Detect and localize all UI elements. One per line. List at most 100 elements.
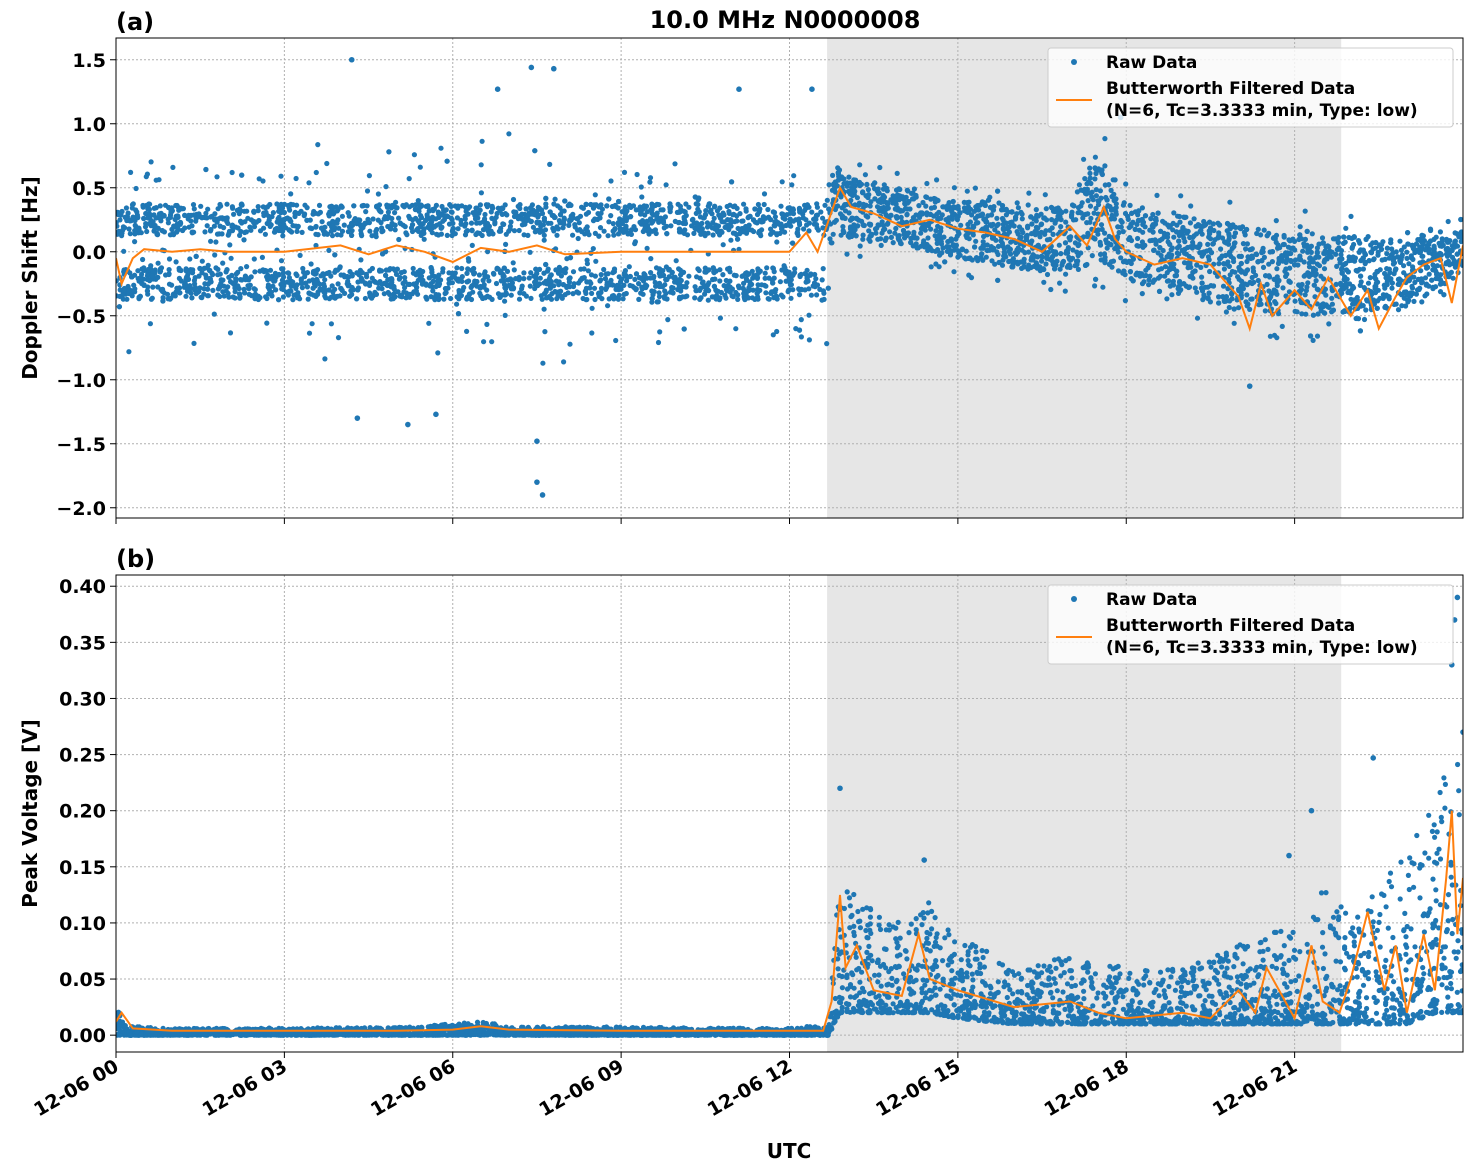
raw-point <box>1170 281 1176 288</box>
raw-point <box>204 215 210 221</box>
raw-point <box>1294 309 1300 315</box>
raw-point <box>1087 165 1093 171</box>
raw-point <box>1037 234 1043 240</box>
raw-point <box>1043 206 1049 212</box>
raw-point <box>1426 283 1432 289</box>
raw-point <box>366 173 372 179</box>
raw-point <box>940 245 946 251</box>
raw-point <box>944 203 951 209</box>
raw-point <box>649 204 656 210</box>
raw-point <box>1014 229 1020 235</box>
raw-point <box>797 209 803 215</box>
raw-point <box>827 236 833 242</box>
raw-point <box>1264 281 1270 287</box>
raw-point <box>711 204 718 210</box>
raw-point <box>478 162 484 168</box>
raw-point <box>820 215 826 221</box>
raw-point <box>963 248 969 254</box>
raw-point <box>1097 251 1104 257</box>
raw-point <box>1388 240 1394 246</box>
raw-point <box>225 290 231 296</box>
raw-point <box>366 282 373 288</box>
raw-point <box>931 204 938 210</box>
raw-point <box>606 219 612 225</box>
raw-point <box>1187 234 1193 241</box>
raw-point <box>1360 247 1366 253</box>
raw-point <box>1034 265 1040 271</box>
raw-point <box>313 231 319 237</box>
raw-point <box>173 202 179 209</box>
raw-point <box>412 206 418 213</box>
raw-point <box>1370 257 1377 263</box>
raw-point <box>868 221 874 227</box>
raw-point <box>446 221 453 227</box>
raw-point <box>866 236 872 242</box>
raw-point <box>527 249 533 255</box>
raw-point <box>1398 256 1404 263</box>
raw-point <box>1232 240 1238 246</box>
raw-point <box>1324 255 1330 261</box>
raw-point <box>649 295 655 302</box>
raw-point <box>710 232 716 238</box>
raw-point <box>198 203 204 209</box>
raw-point <box>494 266 500 272</box>
raw-point <box>733 326 739 332</box>
raw-point <box>288 218 294 224</box>
raw-point <box>166 271 172 278</box>
raw-point <box>585 209 592 216</box>
raw-point <box>1309 231 1315 237</box>
raw-point <box>1058 224 1064 230</box>
raw-point <box>883 235 889 241</box>
raw-point <box>1384 266 1390 272</box>
raw-point <box>462 204 469 210</box>
raw-point <box>1218 246 1224 252</box>
raw-point <box>335 335 342 341</box>
raw-point <box>570 291 576 297</box>
raw-point <box>1343 281 1349 287</box>
raw-point <box>481 271 487 277</box>
raw-point <box>522 221 528 227</box>
raw-point <box>1263 273 1269 279</box>
raw-point <box>156 177 162 183</box>
raw-point <box>401 204 407 210</box>
raw-point <box>464 328 470 334</box>
raw-point <box>729 179 735 185</box>
raw-point <box>345 283 351 289</box>
raw-point <box>1089 253 1095 259</box>
raw-point <box>1367 275 1373 281</box>
raw-point <box>686 273 692 279</box>
raw-point <box>1099 226 1105 232</box>
raw-point <box>575 215 581 221</box>
raw-point <box>427 283 433 289</box>
raw-point <box>357 217 363 223</box>
raw-point <box>1438 251 1444 257</box>
raw-point <box>1043 261 1049 267</box>
raw-point <box>119 233 125 239</box>
raw-point <box>841 229 847 235</box>
raw-point <box>592 273 599 279</box>
raw-point <box>298 276 304 282</box>
raw-point <box>877 164 883 171</box>
raw-point <box>840 224 846 230</box>
raw-point <box>442 286 449 292</box>
raw-point <box>1093 276 1099 282</box>
raw-point <box>1102 254 1108 260</box>
raw-point <box>818 209 824 215</box>
raw-point <box>1381 282 1387 288</box>
raw-point <box>864 194 870 200</box>
raw-point <box>1313 278 1319 284</box>
raw-point <box>169 226 175 232</box>
raw-point <box>762 275 768 281</box>
raw-point <box>117 217 123 223</box>
raw-point <box>1103 237 1109 243</box>
raw-point <box>690 216 696 222</box>
raw-point <box>314 277 320 283</box>
raw-point <box>589 330 595 336</box>
raw-point <box>775 221 781 227</box>
raw-point <box>215 266 221 272</box>
raw-point <box>415 228 422 234</box>
raw-point <box>673 258 679 264</box>
raw-point <box>576 220 582 226</box>
raw-point <box>286 270 292 276</box>
raw-point <box>272 277 278 283</box>
